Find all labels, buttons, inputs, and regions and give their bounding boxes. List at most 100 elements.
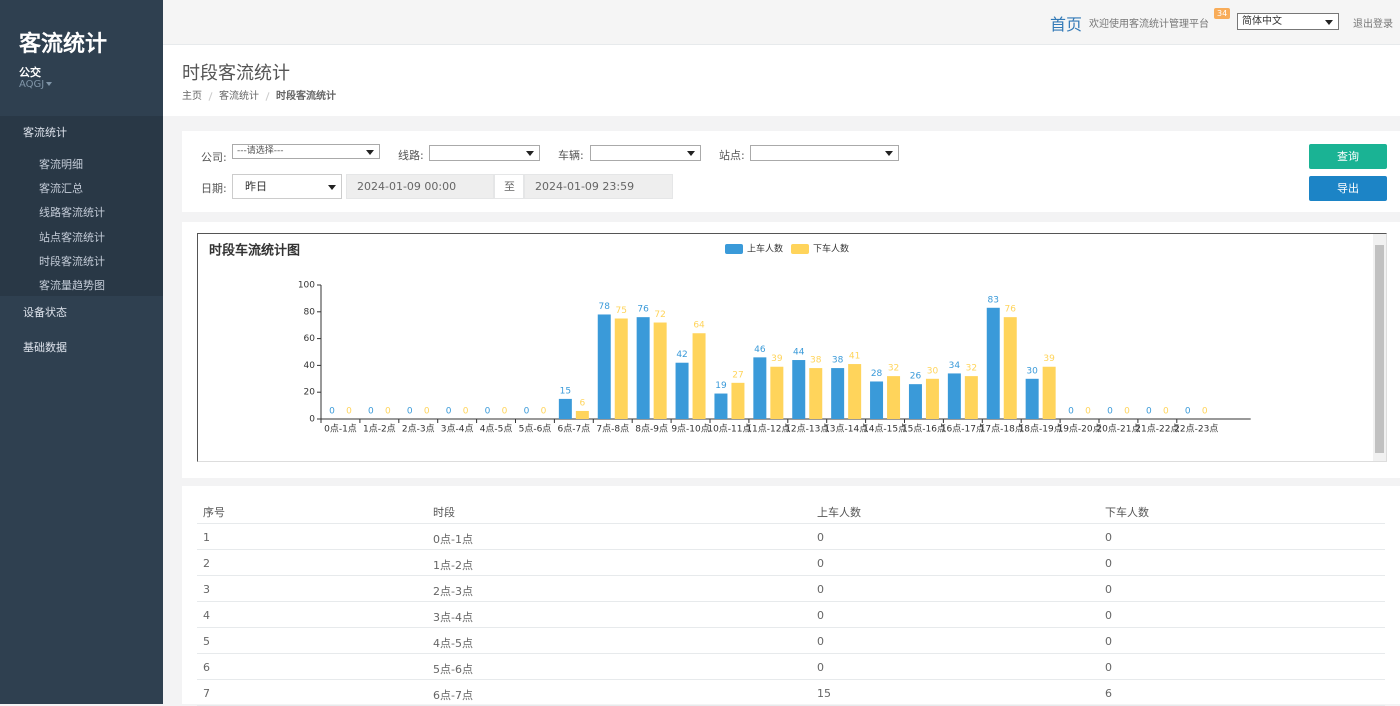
bar-value-label: 75 — [616, 306, 627, 316]
bar — [925, 378, 939, 419]
bar-value-label: 0 — [524, 407, 530, 417]
table-cell: 0 — [817, 531, 824, 544]
table-cell: 6点-7点 — [433, 689, 473, 702]
bar-value-label: 78 — [599, 302, 611, 312]
bar — [887, 376, 901, 419]
date-select[interactable]: 昨日 — [232, 174, 342, 199]
caret — [46, 82, 53, 86]
submenu-item[interactable]: 客流明细 — [39, 158, 83, 171]
bar-value-label: 0 — [1202, 407, 1208, 417]
row-divider — [197, 653, 1385, 654]
submenu-item[interactable]: 站点客流统计 — [39, 230, 105, 244]
filter-panel: 公司: ---请选择--- 线路: 车辆: 站点: 日期: 昨日 2024-01… — [182, 131, 1400, 212]
bar-value-label: 39 — [771, 354, 783, 364]
welcome-text: 欢迎使用客流统计管理平台 — [1089, 19, 1209, 30]
x-tick-label: 12点-13点 — [785, 424, 829, 435]
page-header: 时段客流统计 主页 客流统计 时段客流统计 — [163, 45, 1400, 116]
table-header: 序号 — [203, 506, 225, 519]
start-time[interactable]: 2024-01-09 00:00 — [346, 174, 494, 199]
dropdown-arrow — [366, 149, 374, 155]
brand: 客流统计 — [19, 32, 108, 57]
submenu-item[interactable]: 客流汇总 — [39, 182, 83, 196]
bar-value-label: 0 — [346, 407, 352, 417]
bar-value-label: 0 — [1185, 407, 1191, 417]
bar-value-label: 32 — [888, 364, 899, 374]
bar-value-label: 0 — [446, 407, 452, 417]
language: 简体中文 — [1242, 16, 1282, 27]
language-select[interactable]: 简体中文 — [1237, 13, 1339, 30]
station-select[interactable] — [750, 145, 899, 161]
menu-item[interactable]: 客流统计 — [0, 116, 163, 150]
bar-value-label: 38 — [810, 356, 822, 366]
bar — [809, 368, 823, 419]
bar-value-label: 27 — [732, 370, 743, 380]
submenu-background — [0, 150, 163, 296]
submenu-item[interactable]: 线路客流统计 — [39, 206, 105, 220]
bar — [731, 382, 745, 419]
bar-value-label: 0 — [407, 407, 413, 417]
bar-value-label: 72 — [654, 310, 665, 320]
legend-label: 下车人数 — [813, 243, 849, 255]
table-cell: 0 — [1105, 609, 1112, 622]
company-select[interactable]: ---请选择--- — [232, 144, 380, 159]
bar-value-label: 0 — [385, 407, 391, 417]
breadcrumb-separator — [265, 91, 270, 101]
bar — [964, 376, 978, 419]
bar-value-label: 44 — [793, 348, 805, 358]
x-tick-label: 19点-20点 — [1057, 424, 1101, 435]
dropdown-arrow — [526, 151, 534, 156]
x-tick-label: 1点-2点 — [363, 424, 396, 435]
scrollbar-thumb[interactable] — [1375, 245, 1384, 453]
table-cell: 1 — [203, 531, 210, 544]
x-tick-label: 15点-16点 — [902, 424, 946, 435]
breadcrumb-item[interactable]: 主页 — [182, 91, 202, 102]
menu-item[interactable]: 基础数据 — [23, 340, 67, 354]
table-cell: 0 — [817, 635, 824, 648]
account-menu[interactable]: AQGJ — [19, 79, 53, 90]
menu-item[interactable]: 设备状态 — [23, 306, 67, 319]
bar — [653, 322, 667, 419]
row-divider — [197, 601, 1385, 602]
end-time[interactable]: 2024-01-09 23:59 — [524, 174, 673, 199]
submenu-item[interactable]: 时段客流统计 — [39, 254, 105, 268]
bar-value-label: 19 — [715, 381, 727, 391]
bar-value-label: 46 — [754, 345, 766, 355]
breadcrumb-item[interactable]: 客流统计 — [219, 91, 259, 102]
page-title: 时段客流统计 — [182, 63, 290, 84]
table-cell: 0 — [817, 557, 824, 570]
home-link[interactable]: 首页 — [1050, 15, 1083, 34]
bar — [597, 314, 611, 419]
account: AQGJ — [19, 79, 45, 90]
bar-value-label: 15 — [560, 386, 571, 396]
scrollbar[interactable] — [1373, 234, 1386, 461]
bar-value-label: 76 — [1005, 305, 1017, 315]
vehicle-select[interactable] — [590, 145, 701, 161]
bar — [753, 357, 767, 419]
chart-title: 时段车流统计图 — [209, 243, 300, 259]
export-button[interactable]: 导出 — [1309, 176, 1387, 201]
y-tick-label: 0 — [309, 415, 315, 425]
bar — [947, 373, 961, 419]
logout-link[interactable]: 退出登录 — [1353, 19, 1393, 30]
x-tick-label: 10点-11点 — [707, 424, 751, 435]
route-select[interactable] — [429, 145, 540, 161]
table-cell: 2点-3点 — [433, 585, 473, 598]
bar — [636, 317, 650, 419]
submenu-item[interactable]: 客流量趋势图 — [39, 279, 105, 292]
table-header: 下车人数 — [1105, 506, 1149, 519]
dropdown-arrow — [328, 184, 336, 190]
row-divider — [197, 679, 1385, 680]
bar-value-label: 0 — [424, 407, 430, 417]
x-tick-label: 13点-14点 — [824, 424, 868, 435]
table-cell: 6 — [203, 661, 210, 674]
query-button[interactable]: 查询 — [1309, 144, 1387, 169]
notification-badge[interactable]: 34 — [1214, 8, 1231, 19]
bar — [1025, 378, 1039, 419]
bar — [831, 368, 845, 419]
filter-label: 车辆: — [558, 149, 584, 162]
table-cell: 3点-4点 — [433, 611, 473, 624]
table-cell: 5点-6点 — [433, 663, 473, 676]
chart-panel: 时段车流统计图 上车人数 下车人数 0 20 40 60 80 100 0点-1点 0 0 1点-2点… — [182, 222, 1400, 478]
bar — [792, 360, 806, 419]
table-cell: 0 — [1105, 661, 1112, 674]
